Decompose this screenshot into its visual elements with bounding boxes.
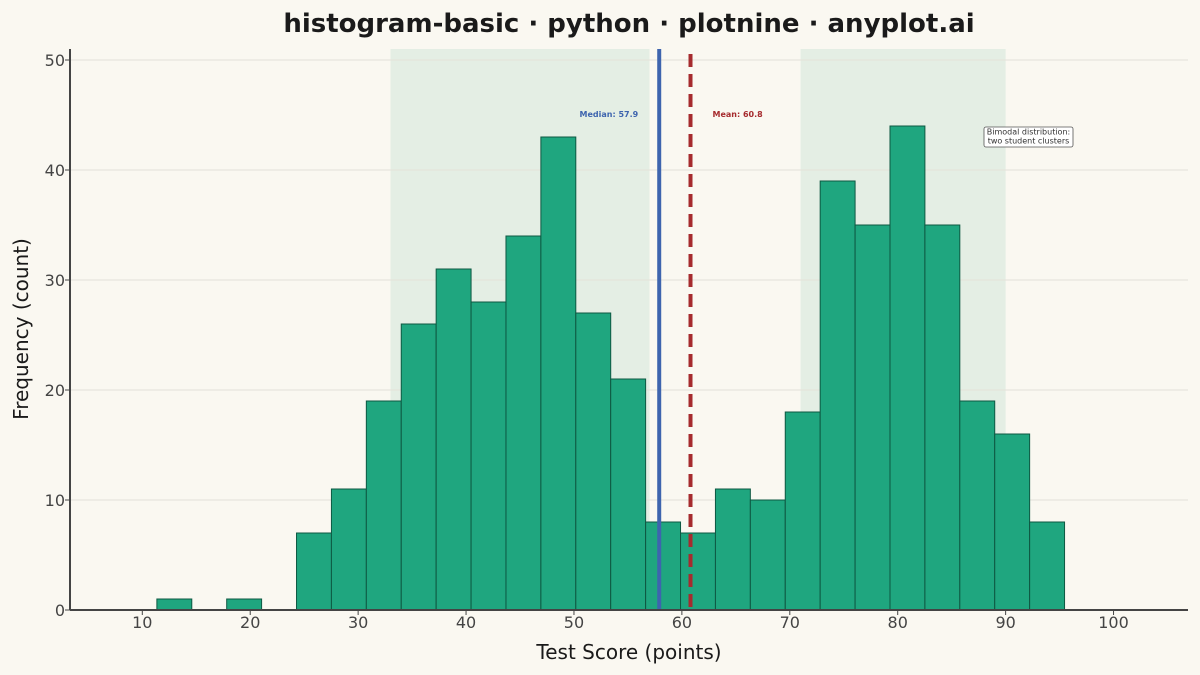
mean-label: Mean: 60.8 — [713, 110, 764, 119]
histogram-bar-19 — [784, 411, 821, 611]
x-tick-label-100: 100 — [1098, 613, 1129, 632]
y-tick-label-50: 50 — [45, 51, 65, 70]
annotation-frame — [983, 126, 1074, 148]
y-tick-label-20: 20 — [45, 381, 65, 400]
histogram-bar-7 — [365, 400, 402, 611]
x-tick-label-80: 80 — [888, 613, 908, 632]
median-label: Median: 57.9 — [580, 110, 639, 119]
x-tick-label-10: 10 — [132, 613, 152, 632]
histogram-bar-13 — [575, 312, 612, 611]
x-tick-label-20: 20 — [240, 613, 260, 632]
histogram-bar-9 — [435, 268, 472, 611]
histogram-bar-20 — [819, 180, 856, 611]
histogram-bar-16 — [680, 532, 716, 611]
histogram-bar-23 — [924, 224, 961, 611]
histogram-bar-22 — [889, 125, 926, 611]
x-tick-label-30: 30 — [348, 613, 368, 632]
y-tick-label-30: 30 — [45, 271, 65, 290]
x-tick-label-70: 70 — [780, 613, 800, 632]
x-tick-label-40: 40 — [456, 613, 476, 632]
annotation-line-2: two student clusters — [988, 137, 1070, 146]
x-tick-label-90: 90 — [995, 613, 1015, 632]
histogram-bar-5 — [296, 532, 332, 611]
histogram-bar-3 — [226, 598, 263, 611]
y-tick-label-40: 40 — [45, 161, 65, 180]
x-tick-label-50: 50 — [564, 613, 584, 632]
annotation-box: Bimodal distribution:two student cluster… — [983, 126, 1074, 148]
plot-area: Median: 57.9 Mean: 60.8 Bimodal distributi… — [45, 49, 1188, 632]
x-axis-label: Test Score (points) — [535, 640, 721, 664]
histogram-bar-8 — [400, 323, 437, 611]
y-tick-label-0: 0 — [55, 601, 65, 620]
chart-title: histogram-basic · python · plotnine · an… — [283, 9, 974, 39]
histogram-bar-10 — [470, 301, 507, 611]
y-axis-label: Frequency (count) — [9, 238, 33, 420]
histogram-bar-6 — [330, 488, 367, 611]
histogram-bar-21 — [854, 224, 891, 611]
y-tick-label-10: 10 — [45, 491, 65, 510]
histogram-bar-14 — [610, 378, 647, 611]
histogram-bar-12 — [540, 136, 577, 611]
x-tick-label-60: 60 — [672, 613, 692, 632]
histogram-bar-18 — [749, 499, 786, 611]
histogram-bar-26 — [1029, 521, 1066, 611]
histogram-bar-24 — [959, 400, 996, 611]
histogram-bar-1 — [156, 598, 193, 611]
histogram-bar-17 — [714, 488, 751, 611]
histogram-bar-25 — [994, 433, 1031, 611]
histogram-bar-11 — [505, 235, 542, 611]
histogram-bar-15 — [645, 521, 682, 611]
annotation-line-1: Bimodal distribution: — [987, 128, 1070, 137]
